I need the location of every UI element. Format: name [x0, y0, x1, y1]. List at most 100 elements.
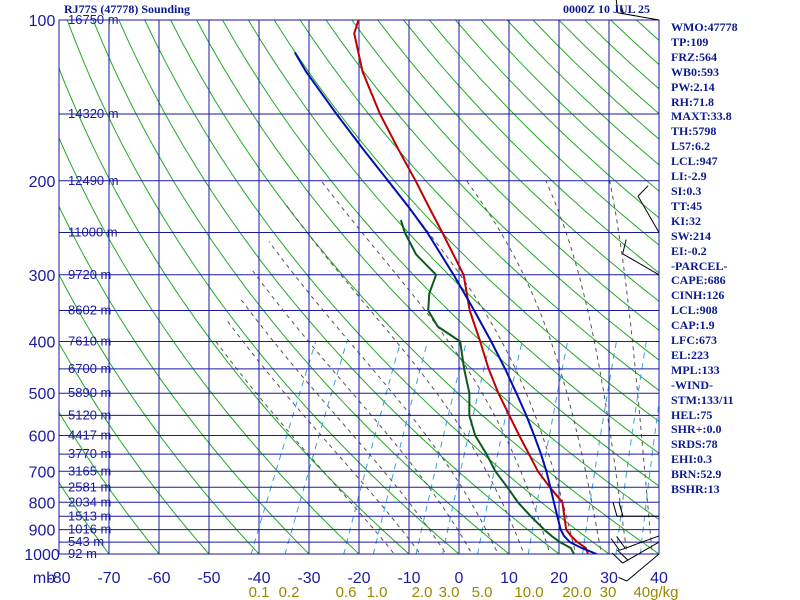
- mixing-ratio-line: [639, 400, 659, 554]
- mixing-ratio-label: 0.1: [249, 584, 270, 600]
- moist-adiabat-line: [226, 319, 421, 554]
- height-label: 7610 m: [68, 334, 111, 349]
- wind-barb: [618, 553, 660, 582]
- dry-adiabat-line: [59, 273, 260, 554]
- height-label: 16750 m: [68, 12, 119, 27]
- height-label: 2034 m: [68, 494, 111, 509]
- mixing-ratio-label: 0.2: [279, 584, 300, 600]
- pressure-tick-label: 700: [29, 464, 56, 481]
- height-label: 92 m: [68, 546, 97, 561]
- temperature-tick-label: -50: [197, 570, 220, 587]
- index-item: TP:109: [671, 34, 709, 49]
- wind-barbs: [610, 0, 660, 582]
- height-label: 12490 m: [68, 173, 119, 188]
- dry-adiabat-line: [59, 136, 360, 554]
- mixing-ratio-line: [582, 341, 617, 554]
- sounding-time: 0000Z 10 JUL 25: [563, 2, 651, 16]
- index-item: L57:6.2: [671, 139, 710, 154]
- temperature-tick-label: -30: [297, 570, 320, 587]
- height-labels: 16750 m 14320 m 12490 m 11000 m 9720 m 8602 m…: [68, 12, 119, 561]
- temperature-tick-label: -20: [347, 570, 370, 587]
- dry-adiabat-line: [59, 411, 160, 554]
- mixing-ratio-line: [415, 341, 467, 554]
- mixing-ratio-label: 0.6: [336, 584, 357, 600]
- pressure-tick-label: 1000: [24, 547, 60, 564]
- dry-adiabat-line: [532, 20, 659, 140]
- mixing-ratio-label: 10.0: [514, 584, 543, 600]
- height-label: 14320 m: [68, 106, 119, 121]
- dry-adiabat-line: [403, 20, 659, 274]
- index-item: EL:223: [671, 347, 710, 362]
- station-title: RJ77S (47778) Sounding: [64, 2, 191, 16]
- mixing-ratio-line: [372, 341, 429, 554]
- pressure-tick-label: 200: [29, 174, 56, 191]
- pressure-tick-label: 900: [29, 523, 56, 540]
- index-item: EI:-0.2: [671, 243, 707, 258]
- moist-adiabat-line: [268, 241, 499, 554]
- moist-adiabat-line: [386, 180, 577, 554]
- index-item: LCL:947: [671, 154, 718, 169]
- wind-barb: [637, 185, 660, 233]
- profiles: [293, 20, 597, 554]
- mixing-ratio-label: 3.0: [439, 584, 460, 600]
- index-item: LI:-2.9: [671, 169, 707, 184]
- grid: [58, 19, 660, 555]
- moist-adiabat-line: [238, 296, 447, 554]
- dewpoint-profile: [399, 219, 575, 554]
- height-label: 1016 m: [68, 522, 111, 537]
- mixing-ratio-line: [477, 341, 523, 554]
- mixing-ratio-line: [527, 341, 569, 554]
- dry-adiabat-line: [299, 20, 659, 391]
- index-item: WB0:593: [671, 64, 719, 79]
- plot-frame: [58, 19, 660, 555]
- index-item: LCL:908: [671, 303, 718, 318]
- dry-adiabat-line: [144, 20, 610, 554]
- index-item: -WIND-: [671, 377, 713, 392]
- pressure-tick-label: 600: [29, 429, 56, 446]
- index-item: CAP:1.9: [671, 318, 715, 333]
- mixing-ratio-label: 5.0: [472, 584, 493, 600]
- mixing-ratio-line: [343, 341, 402, 554]
- index-item: RH:71.8: [671, 94, 714, 109]
- temperature-tick-label: 30: [600, 570, 618, 587]
- moist-adiabat-line: [466, 180, 602, 554]
- height-label: 3770 m: [68, 446, 111, 461]
- index-item: FRZ:564: [671, 49, 717, 64]
- height-label: 8602 m: [68, 303, 111, 318]
- dry-adiabat-line: [222, 20, 659, 487]
- temperature-tick-label: -10: [397, 570, 420, 587]
- moist-adiabat-line: [545, 180, 628, 554]
- temperature-tick-label: -70: [97, 570, 120, 587]
- mixing-ratio-label: 2.0: [412, 584, 433, 600]
- index-item: CINH:126: [671, 288, 725, 303]
- dry-adiabat-line: [506, 20, 659, 166]
- mixing-ratio-lines: [250, 341, 659, 554]
- index-item: WMO:47778: [671, 20, 738, 34]
- wind-barb: [610, 535, 660, 551]
- dry-adiabat-line: [429, 20, 659, 246]
- pressure-tick-label: 100: [29, 13, 56, 30]
- dry-adiabat-line: [377, 20, 659, 302]
- index-item: KI:32: [671, 213, 701, 228]
- pressure-tick-label: 400: [29, 335, 56, 352]
- temperature-tick-label: 20: [550, 570, 568, 587]
- height-label: 1513 m: [68, 508, 111, 523]
- index-item: SW:214: [671, 228, 712, 243]
- dry-adiabat-line: [59, 481, 110, 554]
- dry-adiabat-line: [66, 20, 460, 554]
- dry-adiabat-line: [92, 20, 510, 554]
- pressure-tick-label: 300: [29, 268, 56, 285]
- temperature-tick-label: 40: [650, 570, 668, 587]
- index-item: BSHR:13: [671, 482, 720, 497]
- height-label: 3165 m: [68, 463, 111, 478]
- wind-barb: [615, 0, 660, 21]
- height-label: 9720 m: [68, 267, 111, 282]
- dry-adiabat-line: [455, 20, 659, 219]
- index-item: EHI:0.3: [671, 452, 713, 467]
- mixing-ratio-label: 30: [600, 584, 617, 600]
- index-item: -PARCEL-: [671, 258, 728, 273]
- pressure-tick-label: 500: [29, 386, 56, 403]
- index-item: LFC:673: [671, 333, 717, 348]
